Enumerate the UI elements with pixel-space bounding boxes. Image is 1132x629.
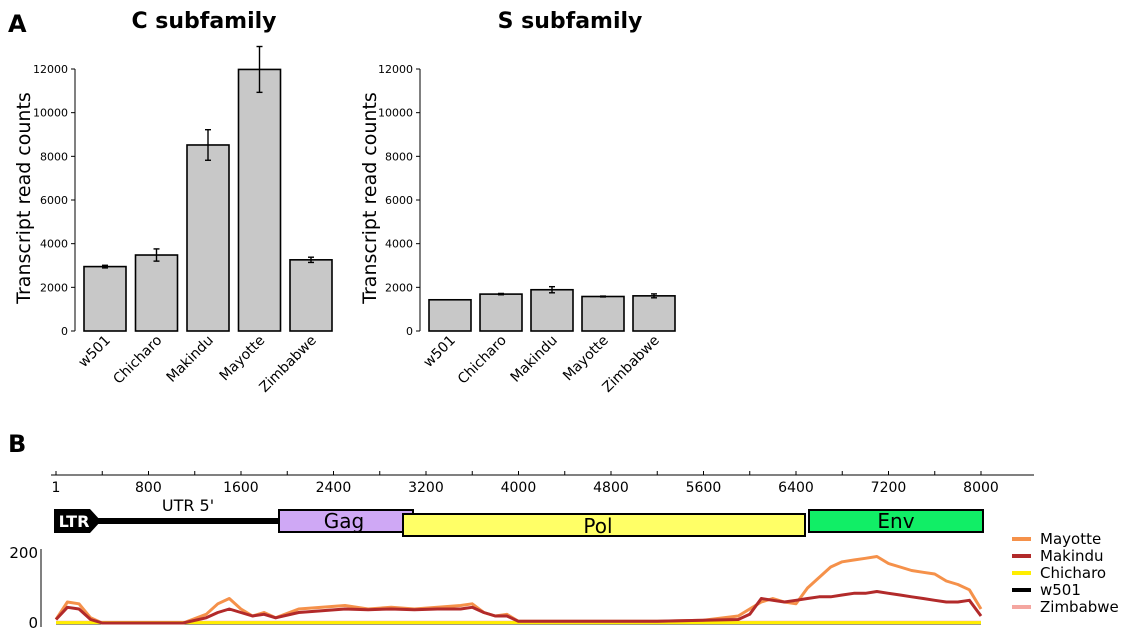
ltr-domain (54, 509, 101, 533)
legend-label-chicharo: Chicharo (1040, 564, 1106, 582)
error-bar (651, 293, 657, 299)
error-bar (549, 285, 555, 294)
x-tick-label: Mayotte (217, 333, 269, 385)
error-bar (153, 248, 160, 262)
ruler-tick-label: 6400 (778, 480, 814, 496)
bar-chicharo (479, 293, 523, 332)
series-line-makindu (54, 590, 983, 625)
y-tick-label: 10000 (378, 107, 413, 120)
bar-mayotte (581, 295, 625, 332)
env-domain (808, 509, 984, 533)
ruler-tick-label: 4800 (593, 480, 629, 496)
y-tick-label: 8000 (40, 150, 68, 163)
error-bar (600, 295, 606, 298)
y-tick-label: 12000 (33, 63, 68, 76)
env-label: Env (877, 509, 914, 533)
chart-title: C subfamily (131, 9, 276, 34)
y-tick-label: 4000 (40, 238, 68, 251)
ruler-tick-label: 2400 (316, 480, 352, 496)
legend-label-w501: w501 (1040, 581, 1081, 599)
panel-a-letter: A (8, 10, 27, 38)
error-bar (498, 292, 504, 296)
y-tick-label: 8000 (385, 150, 413, 163)
y-tick-label: 0 (406, 325, 413, 338)
utr-5-label: UTR 5' (162, 496, 214, 515)
x-tick-label: Makindu (508, 333, 561, 386)
gag-label: Gag (324, 509, 364, 533)
x-tick-label: w501 (421, 333, 459, 371)
y-tick-label: 6000 (385, 194, 413, 207)
panel-b-letter: B (8, 430, 26, 458)
x-tick-label: Chicharo (110, 333, 165, 388)
chart-title: S subfamily (498, 9, 643, 34)
error-bar (256, 45, 263, 94)
bar-w501 (83, 265, 127, 332)
x-tick-label: w501 (76, 333, 114, 371)
pol-label: Pol (583, 514, 612, 538)
y-tick-label: 2000 (385, 281, 413, 294)
error-bar (308, 256, 314, 264)
pol-domain (402, 513, 806, 537)
ruler-tick-label: 7200 (871, 480, 907, 496)
ruler-tick-label: 3200 (408, 480, 444, 496)
ruler-tick-label: 8000 (963, 480, 999, 496)
s-subfamily-chart: S subfamily Transcript read counts 0 2000 40… (359, 9, 676, 396)
y-tick-label: 4000 (385, 238, 413, 251)
ruler-tick-label: 4000 (501, 480, 537, 496)
bar-chicharo (134, 254, 179, 332)
coverage-chart: 1 800 1600 2400 3200 4000 4800 5600 6400 7200 8000… (9, 471, 1119, 629)
bar-w501 (428, 298, 472, 332)
y-axis-label: Transcript read counts (359, 92, 381, 305)
ruler-tick-label: 1 (52, 480, 61, 496)
x-tick-label: Makindu (164, 333, 217, 386)
bar-zimbabwe (289, 259, 333, 332)
error-bar (102, 264, 108, 269)
ltr-label: LTR (59, 512, 90, 531)
coverage-y-tick-label: 0 (28, 614, 38, 629)
series-line-mayotte (54, 555, 983, 625)
legend-label-makindu: Makindu (1040, 547, 1104, 565)
bar-makindu (530, 288, 574, 332)
ruler-tick-label: 1600 (223, 480, 259, 496)
x-tick-label: Mayotte (560, 333, 612, 385)
legend-label-zimbabwe: Zimbabwe (1040, 598, 1119, 616)
x-tick-label: Chicharo (455, 333, 510, 388)
y-axis-label: Transcript read counts (13, 92, 35, 305)
c-subfamily-chart: C subfamily Transcript read counts 0 2000 40… (13, 9, 333, 396)
y-tick-label: 10000 (33, 107, 68, 120)
bar-makindu (186, 144, 230, 332)
bar-zimbabwe (632, 295, 676, 332)
y-tick-label: 2000 (40, 281, 68, 294)
y-tick-label: 0 (61, 325, 68, 338)
legend-label-mayotte: Mayotte (1040, 530, 1101, 548)
error-bar (205, 128, 211, 161)
y-tick-label: 12000 (378, 63, 413, 76)
y-tick-label: 6000 (40, 194, 68, 207)
coverage-y-tick-label: 200 (9, 544, 38, 562)
bar-mayotte (237, 68, 282, 332)
ruler-tick-label: 5600 (686, 480, 722, 496)
ruler-tick-label: 800 (135, 480, 162, 496)
